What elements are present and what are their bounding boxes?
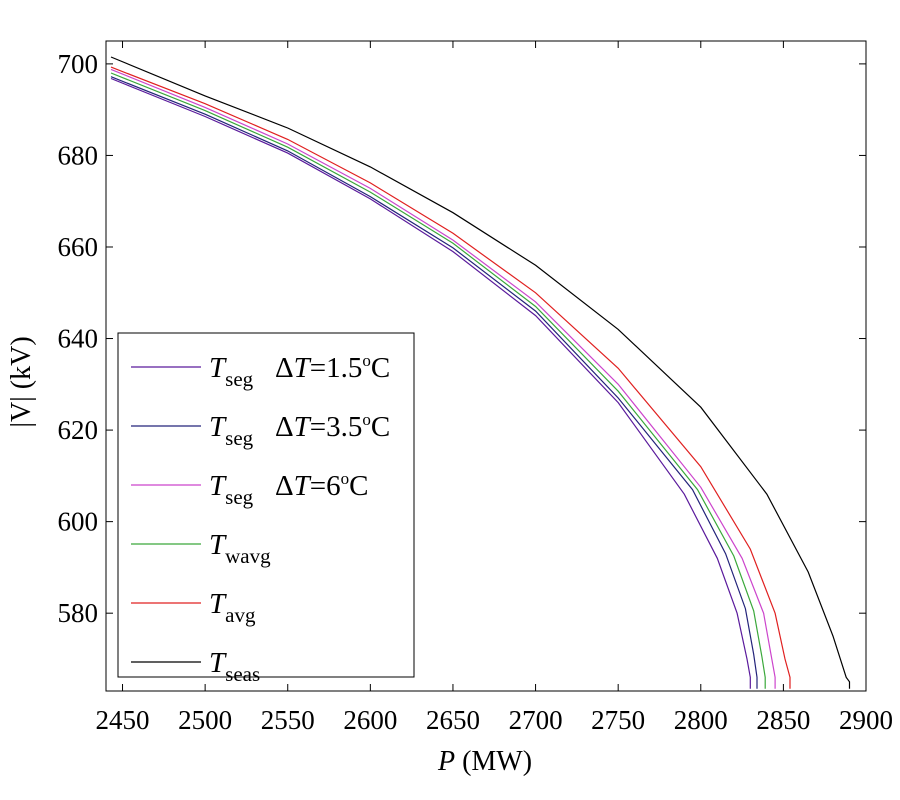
x-tick-label: 2450 <box>96 705 150 735</box>
plot-lines <box>110 56 851 689</box>
x-tick-label: 2800 <box>674 705 728 735</box>
plot-frame <box>105 40 867 692</box>
x-tick-label: 2700 <box>509 705 563 735</box>
x-tick-label: 2600 <box>343 705 397 735</box>
series-line-3 <box>110 68 776 689</box>
x-axis-label: P (MW) <box>437 746 532 777</box>
x-axis-label-var: P <box>437 746 455 777</box>
x-axis-label-unit: (MW) <box>455 746 532 777</box>
y-tick-label: 620 <box>58 415 99 445</box>
x-tick-label: 2850 <box>756 705 810 735</box>
y-axis-label: |V| (kV) <box>6 336 37 427</box>
series-line-1 <box>110 77 751 689</box>
series-line-2 <box>110 76 758 689</box>
legend: Tseg ΔT=1.5oC Tseg ΔT=3.5oC Tseg ΔT=6oC Twavg T… <box>117 332 415 686</box>
x-tick-label: 2650 <box>426 705 480 735</box>
legend-entry-label: Tseg ΔT=6oC <box>209 469 369 509</box>
x-tick-label: 2550 <box>261 705 315 735</box>
series-line-6 <box>110 56 851 689</box>
x-tick-label: 2750 <box>591 705 645 735</box>
legend-entry-label: Tseg ΔT=1.5oC <box>209 351 390 391</box>
y-tick-label: 580 <box>58 598 99 628</box>
y-tick-label: 700 <box>58 49 99 79</box>
series-line-4 <box>110 72 766 689</box>
legend-box <box>117 332 415 678</box>
legend-entry-label: Tseg ΔT=3.5oC <box>209 410 390 450</box>
y-tick-label: 660 <box>58 232 99 262</box>
y-tick-label: 640 <box>58 324 99 354</box>
legend-entry-label: Twavg <box>209 529 271 568</box>
x-tick-label: 2500 <box>178 705 232 735</box>
y-tick-label: 600 <box>58 507 99 537</box>
legend-entry-label: Tavg <box>209 588 256 627</box>
legend-entry-label: Tseas <box>209 647 260 686</box>
axis-ticks: 2450 2500 2550 2600 2650 2700 2750 2800 2850 2900… <box>58 41 893 735</box>
y-tick-label: 680 <box>58 140 99 170</box>
series-line-5 <box>110 66 791 689</box>
x-tick-label: 2900 <box>839 705 893 735</box>
